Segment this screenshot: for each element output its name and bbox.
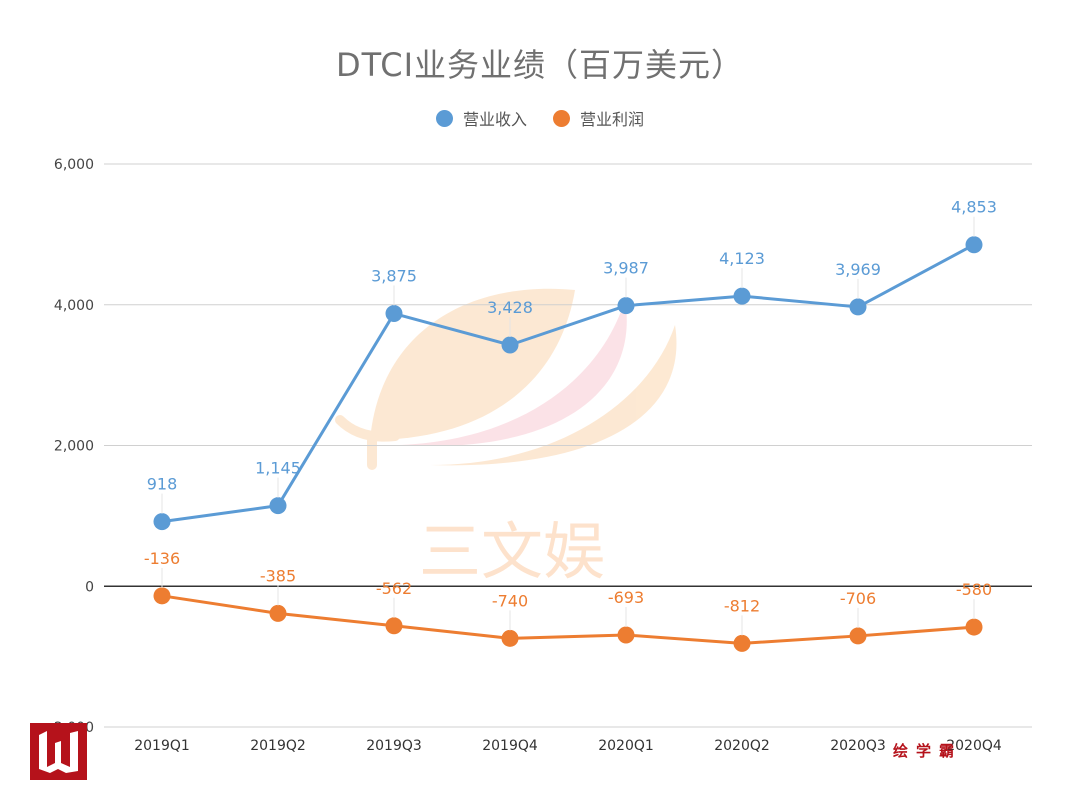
legend-item-revenue[interactable]: 营业收入 (435, 106, 527, 130)
y-tick-label: 4,000 (54, 298, 94, 314)
brand-logo (30, 723, 87, 780)
series-line-0 (161, 243, 975, 524)
y-tick-label: 2,000 (54, 439, 94, 455)
legend-label-profit: 营业利润 (580, 110, 645, 129)
data-label: -385 (260, 566, 296, 585)
data-point (385, 305, 403, 323)
series-line-1 (161, 594, 975, 645)
footer-watermark-text: 绘学霸 (893, 742, 963, 760)
data-point (733, 287, 751, 305)
data-label: -693 (608, 588, 644, 607)
legend: 营业收入 营业利润 (0, 106, 1080, 130)
data-label: 3,987 (603, 259, 649, 278)
series-labels: 918 1,145 3,875 3,428 3,987 4,123 3,969 4,853 -1… (144, 198, 997, 636)
x-tick-label: 2020Q2 (714, 738, 770, 754)
data-label: 918 (147, 475, 178, 494)
data-label: -136 (144, 549, 180, 568)
series-points (153, 236, 983, 652)
gridlines (104, 163, 1032, 728)
legend-marker-revenue (435, 109, 453, 127)
data-point (617, 297, 635, 315)
data-label: -562 (376, 579, 412, 598)
data-point (733, 634, 751, 652)
legend-label-revenue: 营业收入 (462, 110, 527, 129)
x-tick-label: 2020Q1 (598, 738, 654, 754)
data-label: -812 (724, 596, 760, 615)
data-point (501, 336, 519, 354)
data-point (269, 497, 287, 515)
y-tick-label: 6,000 (54, 157, 94, 173)
data-point (153, 587, 171, 605)
series-lines (161, 243, 975, 645)
legend-marker-profit (553, 109, 570, 127)
data-point (153, 513, 171, 531)
x-tick-label: 2019Q3 (366, 738, 422, 754)
data-point (965, 236, 983, 254)
data-label: 3,875 (371, 267, 417, 286)
data-label: 4,853 (951, 198, 997, 217)
data-label: -706 (840, 589, 876, 608)
data-label: -580 (956, 580, 992, 599)
y-tick-label: 0 (85, 579, 94, 595)
watermark-brand-text: 三文娱 (419, 515, 605, 588)
data-label: 1,145 (255, 459, 301, 478)
data-point (849, 298, 867, 316)
data-point (965, 618, 983, 636)
x-tick-label: 2020Q4 (946, 738, 1002, 754)
x-tick-label: 2019Q2 (250, 738, 306, 754)
x-tick-label: 2020Q3 (830, 738, 886, 754)
watermark-leaf-logo (335, 288, 677, 470)
logo-w-icon (39, 731, 78, 773)
data-label: 3,428 (487, 298, 533, 317)
data-point (269, 604, 287, 622)
x-tick-label: 2019Q4 (482, 738, 538, 754)
data-label: 4,123 (719, 249, 765, 268)
legend-item-profit[interactable]: 营业利润 (553, 106, 644, 130)
x-axis-ticks: 2019Q1 2019Q2 2019Q3 2019Q4 2020Q1 2020Q2 2020… (134, 738, 1002, 754)
data-point (385, 617, 403, 635)
chart-title: DTCI业务业绩（百万美元） (335, 46, 745, 84)
data-point (849, 627, 867, 645)
x-tick-label: 2019Q1 (134, 738, 190, 754)
data-point (501, 629, 519, 647)
data-label: 3,969 (835, 260, 881, 279)
data-label: -740 (492, 591, 528, 610)
data-point (617, 626, 635, 644)
